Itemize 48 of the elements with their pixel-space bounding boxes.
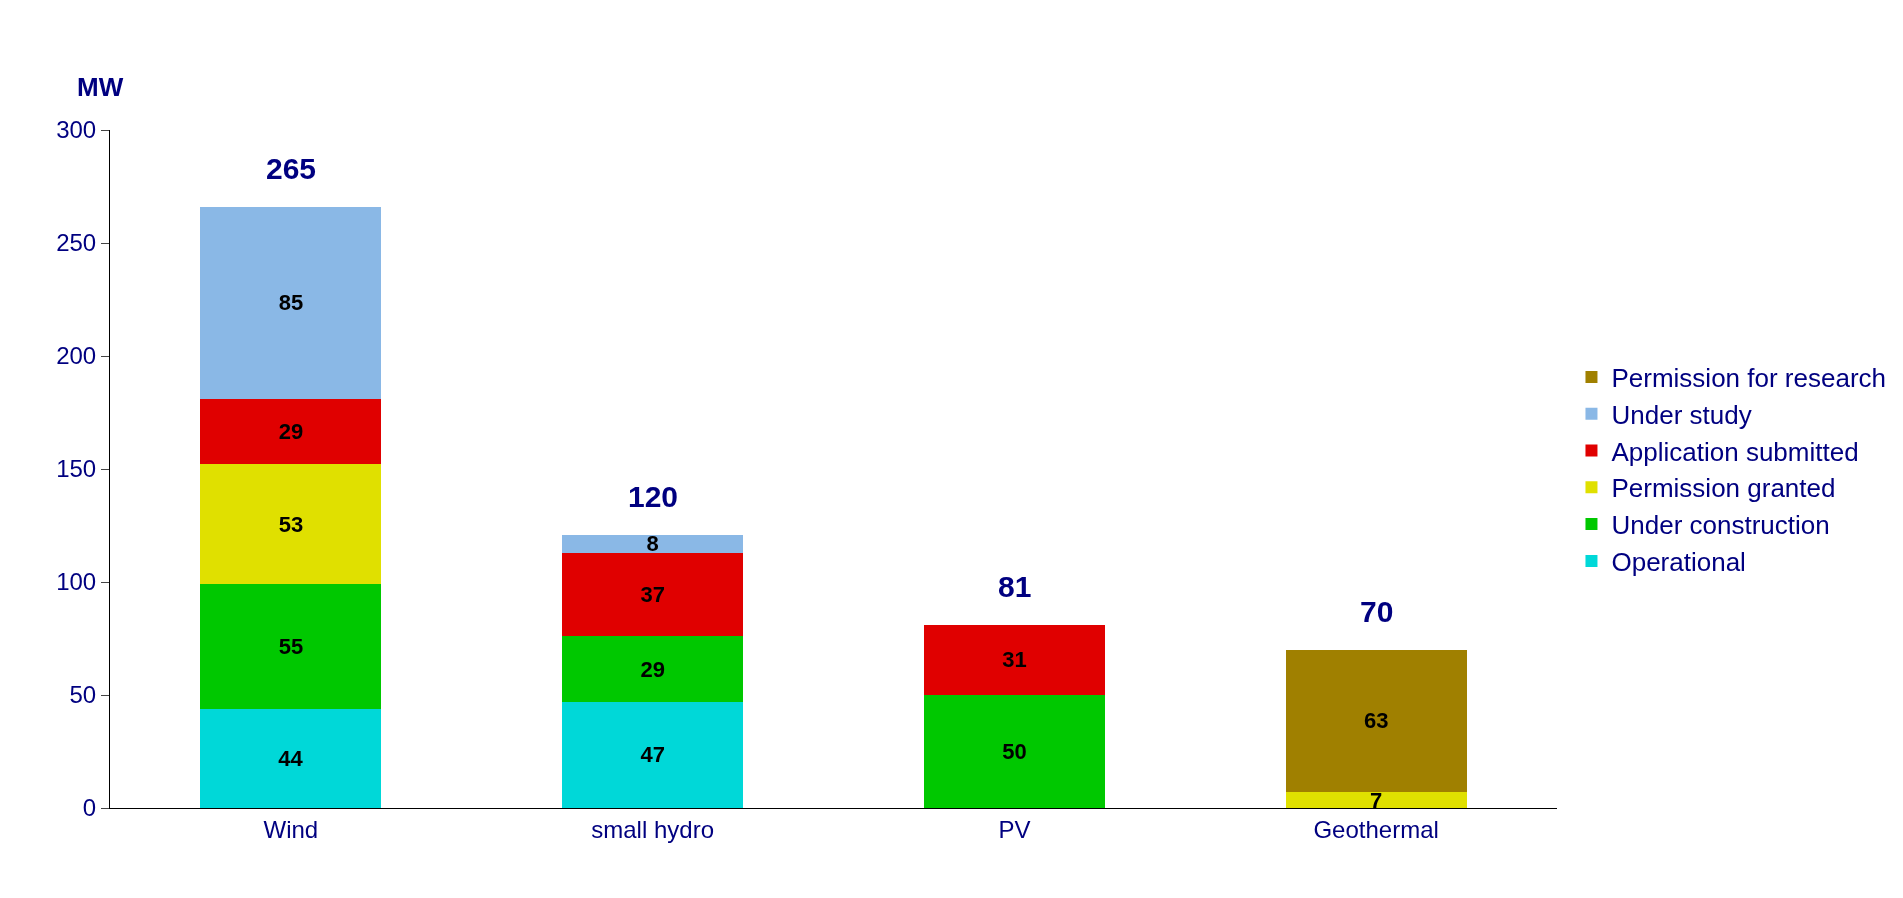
data-label: 55 <box>278 633 304 659</box>
bar <box>562 534 744 553</box>
x-tick-label: PV <box>998 815 1031 843</box>
y-tick-label: 250 <box>56 229 97 257</box>
total-label: 81 <box>998 570 1032 603</box>
y-tick-label: 150 <box>56 455 97 483</box>
bar <box>200 398 382 465</box>
bar <box>562 552 744 637</box>
y-tick-label: 0 <box>82 794 97 822</box>
bar <box>200 206 382 399</box>
data-label: 50 <box>1002 739 1027 764</box>
data-label: 29 <box>278 419 304 445</box>
legend-label: Under study <box>1611 399 1752 430</box>
data-label: 8 <box>646 531 659 557</box>
legend-label: Operational <box>1611 547 1746 578</box>
legend-label: Application submitted <box>1611 436 1859 467</box>
data-label: 44 <box>278 745 304 771</box>
legend-label: Permission granted <box>1611 473 1836 504</box>
total-label: 120 <box>628 480 679 513</box>
bar <box>200 464 382 585</box>
x-tick-label: small hydro <box>591 815 714 843</box>
bar <box>923 624 1105 695</box>
bar <box>923 695 1105 808</box>
data-label: 85 <box>278 290 304 316</box>
bar <box>562 701 744 808</box>
total-label: 70 <box>1360 595 1394 628</box>
y-tick-label: 100 <box>56 568 97 596</box>
y-axis-title: MW <box>77 72 124 102</box>
legend-label: Under construction <box>1611 510 1830 541</box>
y-tick-label: 200 <box>56 342 97 370</box>
bar <box>200 708 382 808</box>
bar <box>562 636 744 702</box>
legend-label: Permission for research <box>1611 363 1887 394</box>
y-tick-label: 50 <box>69 681 97 709</box>
data-label: 63 <box>1363 708 1389 734</box>
x-tick-label: Wind <box>263 815 319 843</box>
total-label: 265 <box>266 152 317 185</box>
y-tick-label: 300 <box>56 116 97 144</box>
x-tick-label: Geothermal <box>1313 815 1439 843</box>
bar <box>200 584 382 709</box>
data-label: 29 <box>640 656 665 682</box>
data-label: 7 <box>1370 787 1383 813</box>
data-label: 37 <box>640 581 665 607</box>
data-label: 53 <box>278 511 304 537</box>
data-label: 31 <box>1002 647 1027 673</box>
data-label: 47 <box>640 742 665 768</box>
bar <box>1285 792 1467 808</box>
bar <box>1285 649 1467 793</box>
